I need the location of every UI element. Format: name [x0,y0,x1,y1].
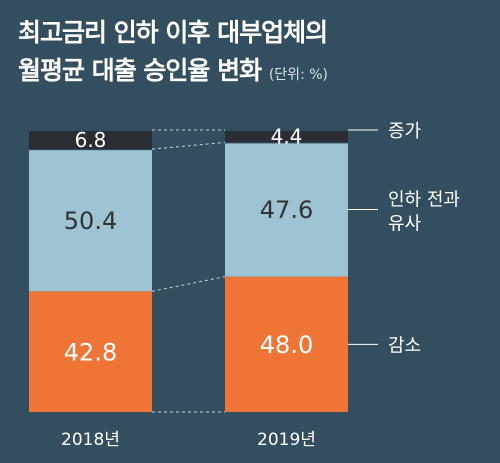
bar-segment-2019년-1 [225,143,348,277]
data-label-2018년-2: 6.8 [75,128,107,152]
bar-segment-2018년-2 [29,131,152,150]
unit-label: (단위: %) [268,67,328,83]
bar-segment-2019년-2 [225,131,348,143]
data-label-2018년-0: 42.8 [64,338,117,366]
title-line-1: 최고금리 인하 이후 대부업체의 [18,18,328,47]
chart-title: 최고금리 인하 이후 대부업체의 월평균 대출 승인율 변화 (단위: %) [18,14,488,94]
bar-segment-2018년-0 [29,291,152,412]
data-label-2018년-1: 50.4 [64,207,117,235]
title-line-2: 월평균 대출 승인율 변화 (단위: %) [18,52,488,94]
connector-line-1 [151,276,226,292]
legend-entry-0: 감소 [388,335,421,356]
x-tick-label-2018년: 2018년 [61,430,120,450]
bar-segment-2018년-1 [29,150,152,292]
data-label-2019년-2: 4.4 [271,124,303,148]
legend-entry-1: 인하 전과 유사 [388,190,460,235]
title-line-2-text: 월평균 대출 승인율 변화 [18,56,262,85]
data-label-2019년-1: 47.6 [260,196,313,224]
bar-segment-2019년-0 [225,276,348,412]
data-label-2019년-0: 48.0 [260,331,313,359]
legend-entry-2: 증가 [388,121,421,142]
x-tick-label-2019년: 2019년 [257,430,316,450]
connector-line-2 [151,141,226,150]
